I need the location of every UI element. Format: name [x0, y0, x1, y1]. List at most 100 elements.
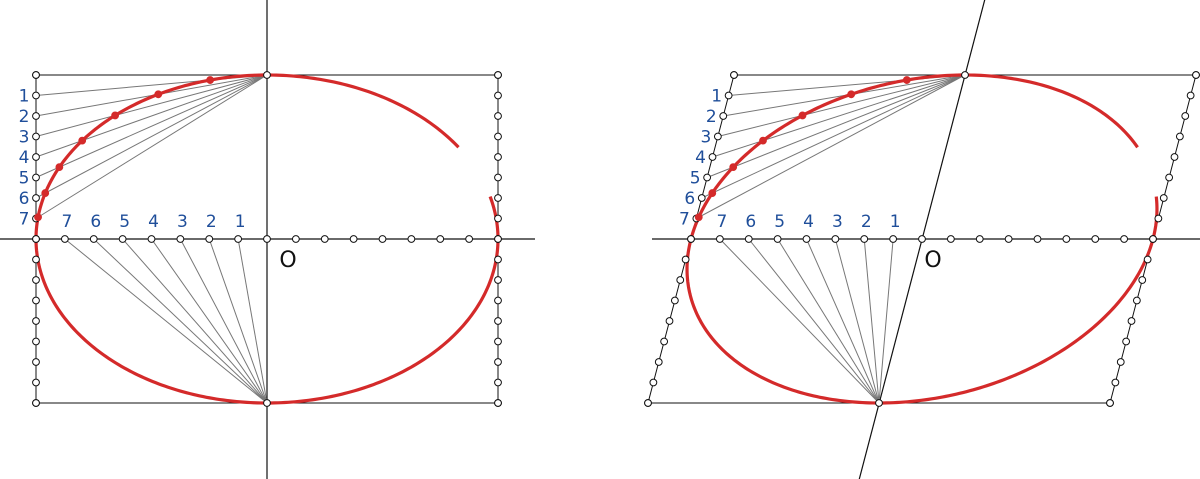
division-point [32, 235, 40, 243]
division-point [263, 399, 271, 407]
division-point [961, 71, 969, 79]
center-label: O [279, 248, 296, 273]
division-point [89, 235, 98, 243]
division-point [32, 194, 40, 202]
division-point [494, 378, 502, 387]
ellipse-point [55, 163, 64, 172]
construction-ray [64, 238, 268, 404]
division-point [407, 235, 416, 243]
division-point [494, 399, 502, 407]
division-point [649, 378, 658, 387]
axis-label: 1 [890, 212, 901, 232]
division-point [1149, 235, 1157, 243]
construction-ray [748, 238, 880, 404]
division-point [697, 194, 706, 202]
ellipse-point [154, 90, 163, 99]
division-point [708, 153, 717, 161]
ellipse-point [708, 189, 717, 197]
division-point [494, 112, 502, 120]
construction-ray [863, 238, 880, 404]
edge-label: 3 [700, 128, 711, 148]
division-point [681, 255, 690, 264]
division-point [60, 235, 69, 243]
division-point [291, 235, 300, 243]
division-point [32, 317, 40, 325]
construction-ray [35, 74, 268, 199]
division-point [205, 235, 214, 243]
division-point [494, 276, 502, 284]
division-point [1154, 214, 1163, 223]
division-point [465, 235, 474, 243]
construction-ray [777, 238, 880, 404]
division-point [263, 71, 271, 79]
division-point [1181, 112, 1190, 120]
edge-label: 7 [19, 210, 30, 230]
axis-label: 2 [206, 212, 217, 232]
division-point [1143, 255, 1152, 264]
division-point [1165, 173, 1174, 182]
division-point [660, 337, 669, 346]
ellipse-point [41, 189, 50, 197]
division-point [494, 317, 502, 325]
division-point [676, 276, 685, 284]
division-point [436, 235, 445, 243]
edge-label: 6 [19, 189, 30, 209]
division-point [654, 358, 663, 366]
division-point [378, 235, 387, 243]
axis-label: 3 [832, 212, 843, 232]
ellipse-point [902, 76, 911, 84]
division-point [831, 235, 840, 243]
edge-label: 4 [19, 148, 30, 168]
edge-label: 2 [19, 107, 30, 127]
construction-ray [122, 238, 268, 404]
division-point [263, 235, 271, 243]
division-point [1111, 378, 1120, 387]
ellipse-point [78, 136, 87, 145]
axis-label: 5 [119, 212, 130, 232]
axis-label: 2 [861, 212, 872, 232]
division-point [494, 337, 502, 346]
division-point [802, 235, 811, 243]
division-point [32, 337, 40, 346]
division-point [724, 91, 733, 100]
ellipse-point [34, 213, 42, 222]
division-point [494, 173, 502, 182]
division-point [494, 91, 502, 100]
axis-label: 5 [774, 212, 785, 232]
division-point [1122, 337, 1131, 346]
division-point [1159, 194, 1168, 202]
division-point [1106, 399, 1114, 407]
division-point [147, 235, 156, 243]
construction-ray [237, 238, 268, 404]
division-point [494, 71, 502, 79]
construction-ray [179, 238, 268, 404]
division-point [1062, 235, 1071, 243]
division-point [730, 71, 738, 79]
division-point [687, 235, 695, 243]
edge-label: 2 [706, 107, 717, 127]
division-point [1091, 235, 1100, 243]
axis-label: 4 [803, 212, 814, 232]
division-point [494, 358, 502, 366]
ellipse-point [798, 111, 807, 120]
edge-label: 4 [695, 148, 706, 168]
construction-ray [719, 238, 880, 404]
construction-ray [35, 74, 268, 219]
construction-ray [208, 238, 268, 404]
division-point [1116, 358, 1125, 366]
division-point [1127, 317, 1136, 325]
division-point [1138, 276, 1147, 284]
division-point [32, 91, 40, 100]
edge-label: 6 [684, 189, 695, 209]
edge-label: 5 [690, 169, 701, 189]
division-point [32, 173, 40, 182]
construction-ray [834, 238, 880, 404]
construction-ray [806, 238, 880, 404]
division-point [1186, 91, 1195, 100]
construction-ray [151, 238, 268, 404]
division-point [176, 235, 185, 243]
construction-ray [878, 238, 894, 404]
division-point [703, 173, 712, 182]
division-point [118, 235, 127, 243]
